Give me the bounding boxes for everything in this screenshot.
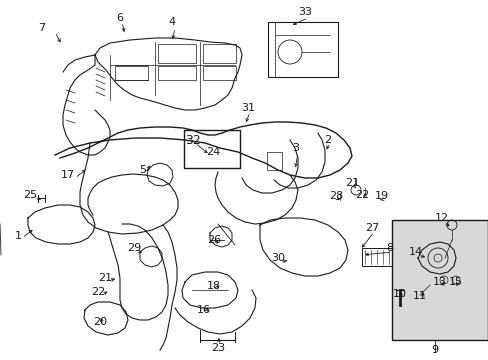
Text: 11: 11: [412, 291, 426, 301]
Text: 19: 19: [374, 191, 388, 201]
Text: 22: 22: [91, 287, 105, 297]
Bar: [361, 248, 399, 266]
Text: 4: 4: [168, 17, 175, 27]
Text: 33: 33: [297, 7, 311, 17]
Bar: [158, 44, 196, 63]
Text: 6: 6: [116, 13, 123, 23]
Text: 7: 7: [39, 23, 45, 33]
Bar: [158, 66, 196, 80]
Text: 32: 32: [185, 134, 201, 147]
Text: 27: 27: [364, 223, 378, 233]
Text: 2: 2: [324, 135, 331, 145]
Bar: [203, 44, 236, 63]
Bar: [267, 22, 337, 77]
Text: 5: 5: [139, 165, 146, 175]
Text: 29: 29: [126, 243, 141, 253]
Text: 20: 20: [93, 317, 107, 327]
Text: 16: 16: [197, 305, 210, 315]
Text: 17: 17: [61, 170, 75, 180]
Text: 21: 21: [344, 178, 358, 188]
Text: 30: 30: [270, 253, 285, 263]
Text: 31: 31: [241, 103, 254, 113]
Text: 12: 12: [434, 213, 448, 223]
Bar: [203, 66, 236, 80]
Text: 9: 9: [430, 345, 438, 355]
Text: 15: 15: [448, 277, 462, 287]
Bar: [115, 66, 148, 80]
Text: 28: 28: [328, 191, 343, 201]
Bar: [183, 130, 240, 168]
Text: 23: 23: [210, 343, 224, 353]
Text: 13: 13: [432, 277, 446, 287]
Text: 1: 1: [15, 231, 21, 241]
Text: 24: 24: [205, 147, 220, 157]
Text: 14: 14: [408, 247, 422, 257]
Text: 8: 8: [386, 243, 393, 253]
Text: 18: 18: [206, 281, 221, 291]
Bar: [391, 220, 487, 340]
Bar: [266, 152, 282, 170]
Text: 3: 3: [292, 143, 299, 153]
Text: 22: 22: [354, 190, 368, 200]
Text: 25: 25: [23, 190, 37, 200]
Text: 21: 21: [98, 273, 112, 283]
Text: 10: 10: [392, 289, 406, 299]
Text: 26: 26: [206, 235, 221, 245]
